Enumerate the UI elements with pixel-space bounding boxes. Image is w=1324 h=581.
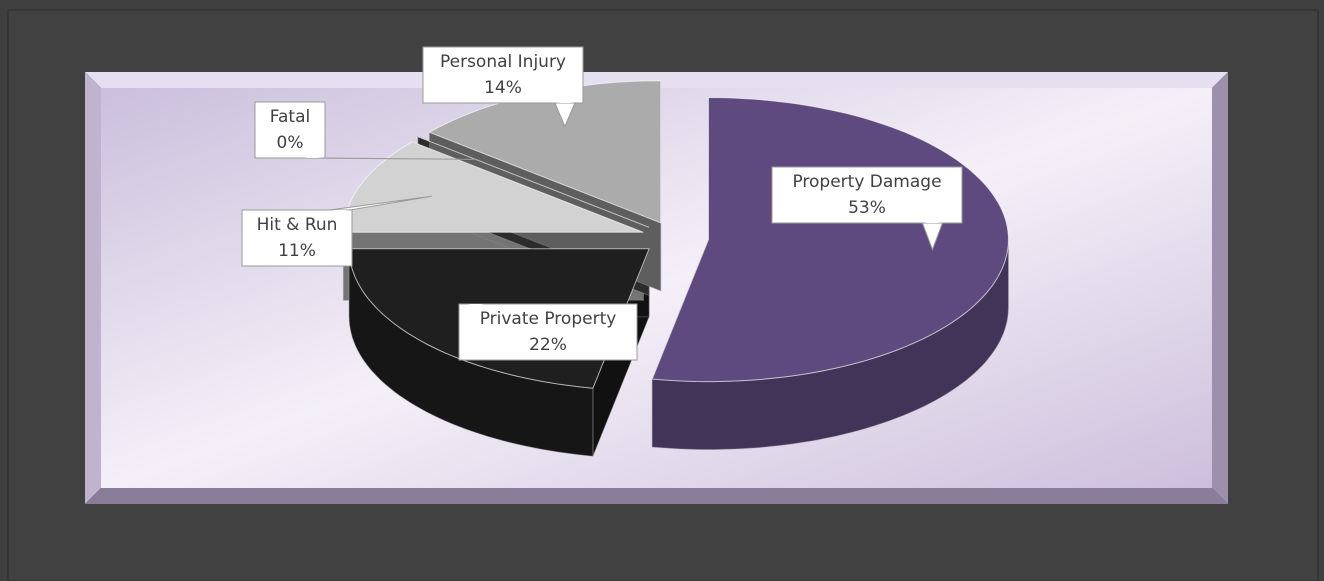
category-label: Personal Injury xyxy=(440,52,566,72)
value-label: 14% xyxy=(484,78,522,98)
value-label: 11% xyxy=(278,241,316,261)
callout-pointer-cover xyxy=(331,210,349,211)
value-label: 0% xyxy=(277,133,304,153)
bevel-top xyxy=(85,72,1228,88)
bevel-left xyxy=(85,72,101,504)
category-label: Private Property xyxy=(480,309,617,329)
bevel-right xyxy=(1212,72,1228,504)
category-label: Hit & Run xyxy=(257,215,338,235)
callout-pointer-cover xyxy=(304,157,322,158)
value-label: 22% xyxy=(529,335,567,355)
slice xyxy=(417,136,650,228)
callout-pointer-cover xyxy=(466,304,485,305)
callout-box xyxy=(254,101,326,159)
callout-box xyxy=(422,46,584,104)
category-label: Fatal xyxy=(270,107,310,127)
category-label: Property Damage xyxy=(792,172,941,192)
data-labels: Property Damage 53% Private Property 22% Hit… xyxy=(241,46,963,361)
bevel-bottom xyxy=(85,488,1228,504)
callout-pointer-cover xyxy=(923,222,942,223)
callout-box xyxy=(241,209,353,267)
callout-box xyxy=(771,166,963,224)
callout-pointer-cover xyxy=(555,102,574,103)
callout-box xyxy=(458,303,638,361)
value-label: 53% xyxy=(848,198,886,218)
